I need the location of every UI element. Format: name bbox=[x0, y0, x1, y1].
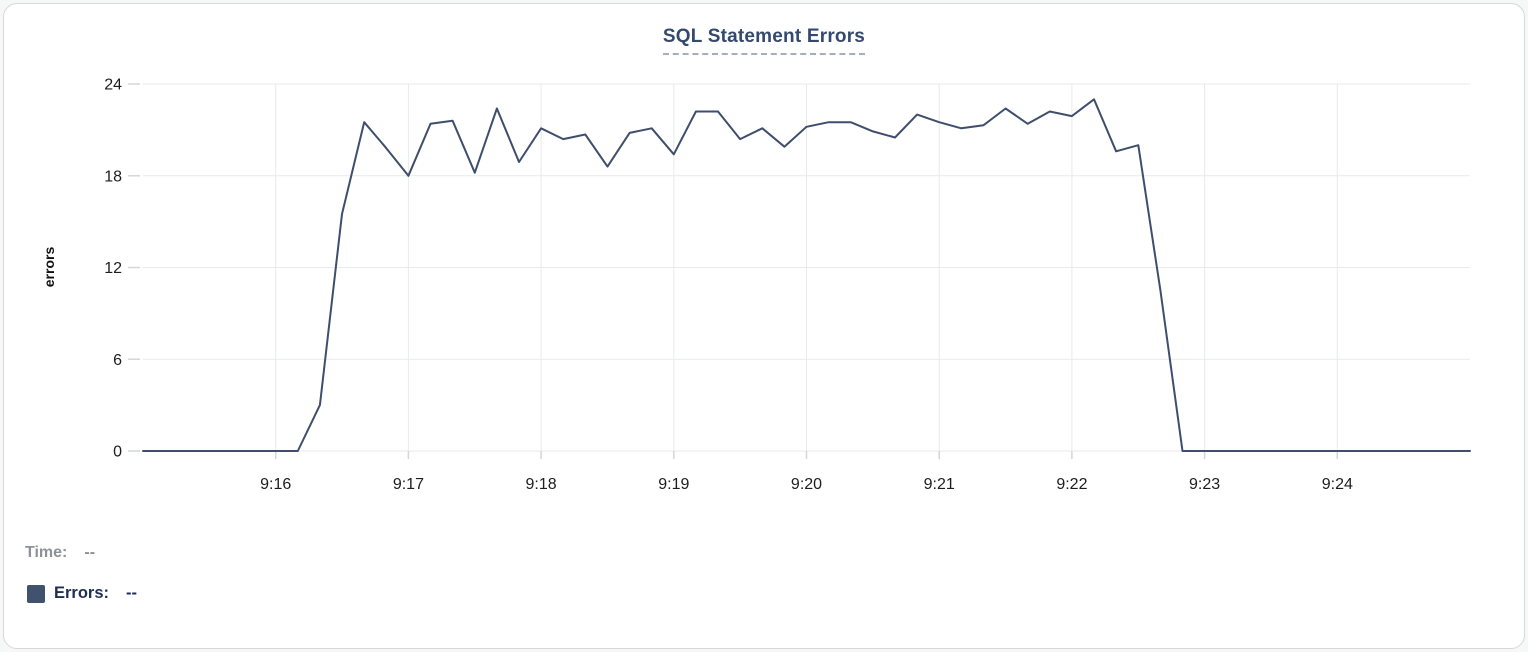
x-tick-label: 9:22 bbox=[1056, 476, 1087, 493]
time-label: Time: bbox=[25, 544, 68, 561]
x-tick-label: 9:17 bbox=[393, 476, 424, 493]
x-tick-label: 9:16 bbox=[260, 476, 291, 493]
errors-value: -- bbox=[126, 584, 138, 602]
readout-time-row: Time: -- bbox=[25, 544, 95, 562]
time-value: -- bbox=[84, 544, 96, 561]
readout-errors-row: Errors: -- bbox=[27, 584, 137, 603]
x-tick-label: 9:21 bbox=[924, 476, 955, 493]
y-axis-title: errors bbox=[41, 247, 57, 288]
x-tick-label: 9:23 bbox=[1189, 476, 1220, 493]
x-tick-label: 9:20 bbox=[791, 476, 822, 493]
x-tick-label: 9:19 bbox=[658, 476, 689, 493]
grid-lines bbox=[143, 83, 1470, 452]
errors-series-line bbox=[142, 98, 1471, 452]
x-tick-label: 9:18 bbox=[526, 476, 557, 493]
axis-labels: 0 6 12 18 24 9:16 9:17 9:18 9:19 9:20 9:21 9:22 9:23… bbox=[41, 77, 1353, 494]
x-tick-label: 9:24 bbox=[1322, 476, 1353, 493]
y-tick-label: 6 bbox=[113, 352, 122, 369]
axis-ticks bbox=[128, 83, 1339, 459]
y-tick-label: 18 bbox=[104, 168, 122, 185]
chart-card bbox=[3, 3, 1525, 649]
chart-canvas[interactable]: 0 6 12 18 24 9:16 9:17 9:18 9:19 9:20 9:21 9:22 9:23… bbox=[0, 0, 1528, 512]
errors-label: Errors: bbox=[54, 584, 110, 602]
y-tick-label: 12 bbox=[104, 260, 122, 277]
errors-series-swatch bbox=[27, 584, 45, 603]
chart-title[interactable]: SQL Statement Errors bbox=[662, 26, 866, 55]
y-tick-label: 24 bbox=[104, 77, 122, 94]
chart-header: SQL Statement Errors bbox=[0, 26, 1528, 55]
y-tick-label: 0 bbox=[113, 444, 122, 461]
